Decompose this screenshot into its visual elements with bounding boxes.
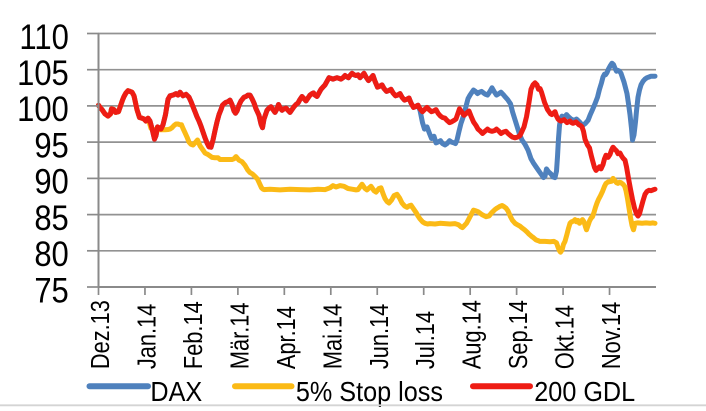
svg-text:85: 85 [34, 199, 68, 238]
svg-text:110: 110 [19, 18, 68, 57]
svg-text:100: 100 [17, 90, 69, 129]
svg-text:Jan.14: Jan.14 [133, 304, 162, 369]
svg-text:200 GDL: 200 GDL [534, 376, 635, 408]
svg-text:Jun.14: Jun.14 [365, 304, 394, 369]
svg-text:Feb.14: Feb.14 [179, 301, 208, 369]
svg-text:Mär.14: Mär.14 [226, 303, 255, 370]
svg-text:Jul.14: Jul.14 [411, 311, 440, 369]
svg-text:95: 95 [34, 127, 68, 166]
svg-text:75: 75 [34, 271, 68, 310]
svg-text:Mai.14: Mai.14 [319, 304, 348, 369]
svg-text:5% Stop loss: 5% Stop loss [296, 376, 443, 408]
svg-text:Sep.14: Sep.14 [504, 300, 533, 369]
svg-text:80: 80 [34, 235, 68, 274]
svg-text:Okt.14: Okt.14 [551, 305, 580, 369]
svg-text:Apr.14: Apr.14 [272, 306, 301, 369]
svg-text:105: 105 [17, 54, 69, 93]
svg-text:Aug.14: Aug.14 [458, 300, 487, 369]
svg-text:DAX: DAX [150, 376, 202, 408]
svg-text:Nov.14: Nov.14 [597, 302, 626, 369]
svg-text:90: 90 [34, 163, 68, 202]
svg-text:Dez.13: Dez.13 [86, 300, 115, 369]
